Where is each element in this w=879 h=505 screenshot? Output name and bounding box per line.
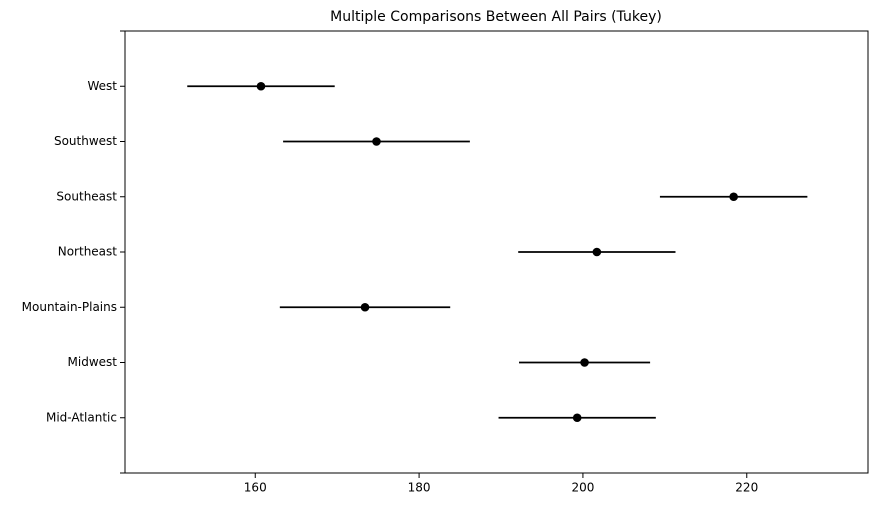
plot-frame (124, 30, 869, 474)
point (360, 302, 370, 312)
point (572, 413, 582, 423)
x-tick-label: 180 (408, 481, 431, 495)
y-tick-label: Midwest (68, 355, 118, 369)
x-tick-label: 200 (571, 481, 594, 495)
point (580, 358, 589, 367)
point (256, 81, 266, 91)
point (372, 137, 381, 146)
point (729, 192, 738, 202)
y-tick-label: Northeast (58, 245, 118, 259)
y-tick-label: Southwest (54, 134, 117, 148)
chart-title: Multiple Comparisons Between All Pairs (… (330, 9, 662, 25)
y-tick-label: Mid-Atlantic (46, 410, 117, 424)
y-tick-label: West (87, 79, 117, 93)
x-tick-label: 160 (244, 481, 267, 495)
y-tick-label: Southeast (56, 189, 117, 203)
y-tick-label: Mountain-Plains (22, 300, 117, 314)
point (592, 247, 602, 257)
x-tick-label: 220 (735, 481, 758, 495)
